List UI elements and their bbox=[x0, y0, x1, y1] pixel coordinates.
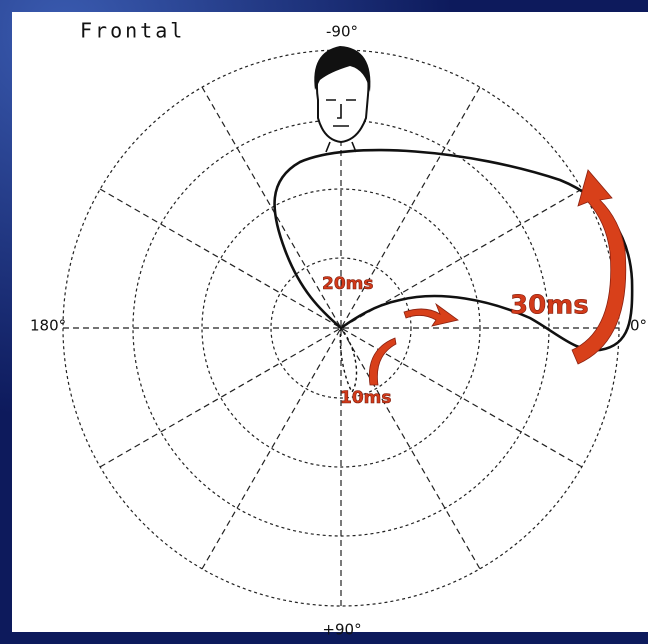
annotation-10ms: 10ms bbox=[340, 388, 392, 408]
annotation-20ms: 20ms bbox=[322, 274, 374, 294]
axis-label-bottom: +90° bbox=[322, 621, 361, 639]
axis-label-top: -90° bbox=[326, 23, 358, 41]
axis-label-left: 180° bbox=[30, 317, 66, 335]
head-icon bbox=[314, 46, 371, 153]
annotation-30ms: 30ms bbox=[510, 291, 589, 321]
initial-loop bbox=[339, 327, 358, 394]
qrs-loop bbox=[273, 148, 634, 352]
title: Frontal bbox=[80, 19, 185, 43]
arrows bbox=[368, 169, 627, 386]
axis-label-right: 0° bbox=[630, 317, 647, 335]
